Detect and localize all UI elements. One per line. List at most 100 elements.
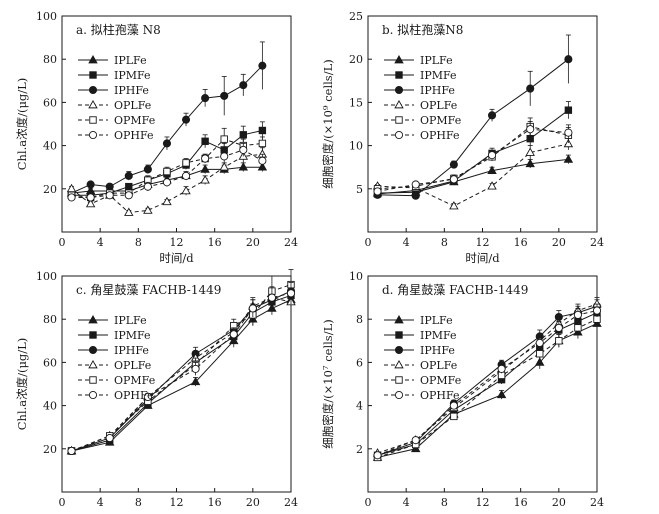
marker-c-OPHFe-6 (267, 293, 276, 302)
marker-c-IPLFe-3 (190, 376, 201, 386)
marker-a-OPMFe-8 (220, 135, 228, 143)
marker-c-OPHFe-2 (143, 392, 152, 402)
series-c-IPLFe (66, 292, 296, 455)
marker-b-IPMFe-5 (564, 106, 573, 114)
y-tick-label-c-2: 60 (43, 356, 57, 369)
marker-a-OPLFe-6 (181, 185, 191, 195)
line-c-IPHFe (71, 290, 292, 452)
marker-b-OPHFe-2 (449, 175, 458, 184)
marker-c-OPHFe-1 (105, 433, 114, 443)
series-b-IPLFe (372, 154, 574, 197)
marker-a-OPHFe-5 (162, 178, 172, 187)
marker-c-OPHFe-3 (191, 364, 200, 373)
y-tick-label-b-3: 20 (349, 53, 363, 66)
line-b-OPHFe (377, 128, 569, 192)
y-tick-label-a-3: 80 (43, 53, 57, 66)
y-tick-label-c-4: 100 (36, 270, 57, 283)
y-tick-label-a-1: 40 (43, 140, 57, 153)
marker-a-IPMFe-9 (239, 131, 247, 139)
y-tick-label-c-0: 20 (43, 443, 57, 456)
y-tick-label-b-2: 15 (349, 96, 363, 109)
marker-legend-d-OPLFe-0 (394, 359, 404, 369)
marker-legend-b-IPHFe-0 (394, 85, 404, 95)
marker-b-IPHFe-2 (449, 160, 458, 169)
legend-label-d-IPHFe: IPHFe (420, 344, 455, 357)
x-tick-label-d-5: 20 (552, 496, 566, 509)
marker-legend-d-IPLFe-0 (394, 314, 404, 324)
legend-label-d-IPLFe: IPLFe (420, 314, 453, 327)
marker-d-OPHFe-3 (497, 364, 506, 373)
marker-legend-b-OPHFe-0 (394, 130, 404, 140)
marker-b-IPHFe-5 (564, 55, 573, 64)
marker-a-IPMFe-7 (201, 137, 209, 145)
marker-a-IPHFe-3 (124, 171, 133, 180)
line-c-OPHFe (71, 292, 292, 452)
y-tick-label-d-3: 8 (356, 313, 363, 326)
marker-a-IPHFe-4 (143, 165, 152, 174)
marker-a-OPHFe-4 (143, 182, 152, 191)
legend-label-b-OPLFe: OPLFe (420, 99, 457, 112)
marker-a-OPHFe-9 (239, 145, 248, 154)
series-b-OPLFe (372, 137, 574, 210)
x-tick-label-b-3: 12 (476, 236, 490, 249)
x-tick-label-c-2: 8 (135, 496, 142, 509)
y-tick-label-d-1: 4 (356, 400, 363, 413)
marker-a-OPHFe-3 (124, 191, 133, 200)
x-tick-label-c-0: 0 (59, 496, 66, 509)
marker-b-OPLFe-5 (563, 138, 574, 148)
y-tick-label-c-3: 80 (43, 313, 57, 326)
y-axis-title-d: 细胞密度/(×10⁷ cells/L) (321, 319, 335, 448)
plot-frame-b (367, 15, 598, 233)
marker-a-OPHFe-1 (86, 193, 95, 202)
legend-label-c-IPMFe: IPMFe (114, 329, 151, 342)
y-tick-label-b-4: 25 (349, 10, 363, 23)
y-tick-label-c-1: 40 (43, 400, 57, 413)
x-tick-label-c-3: 12 (170, 496, 184, 509)
legend-label-d-OPMFe: OPMFe (420, 374, 461, 387)
x-tick-label-a-6: 24 (284, 236, 298, 249)
marker-d-OPHFe-0 (373, 451, 382, 460)
x-tick-label-d-6: 24 (590, 496, 604, 509)
legend-label-b-OPMFe: OPMFe (420, 114, 461, 127)
marker-b-IPLFe-3 (487, 165, 497, 174)
y-tick-label-d-0: 2 (356, 443, 363, 456)
marker-d-OPMFe-5 (555, 337, 563, 345)
x-tick-label-d-2: 8 (441, 496, 448, 509)
marker-a-IPMFe-10 (258, 126, 267, 135)
legend-label-a-OPLFe: OPLFe (114, 99, 151, 112)
series-b-OPHFe (373, 121, 573, 196)
legend-label-a-IPMFe: IPMFe (114, 69, 151, 82)
x-tick-label-d-0: 0 (365, 496, 372, 509)
marker-d-OPHFe-7 (592, 306, 602, 315)
x-tick-label-a-1: 4 (97, 236, 104, 249)
series-c-IPMFe (67, 286, 295, 455)
marker-legend-d-OPHFe-0 (394, 390, 404, 400)
x-tick-label-c-4: 16 (208, 496, 222, 509)
y-axis-title-b: 细胞密度/(×10⁹ cells/L) (321, 59, 335, 188)
x-tick-label-d-3: 12 (476, 496, 490, 509)
x-axis-title-a: 时间/d (159, 251, 194, 265)
marker-legend-c-IPLFe-0 (88, 314, 98, 324)
x-tick-label-c-1: 4 (97, 496, 104, 509)
marker-legend-c-OPMFe-0 (89, 376, 97, 384)
marker-a-IPHFe-7 (201, 94, 210, 103)
line-a-OPHFe (71, 149, 263, 198)
line-b-OPLFe (377, 143, 569, 207)
series-b-IPMFe (373, 101, 573, 198)
marker-d-OPHFe-5 (554, 323, 563, 332)
marker-a-OPMFe-5 (163, 167, 171, 176)
legend-label-d-OPLFe: OPLFe (420, 359, 457, 372)
marker-a-OPHFe-7 (201, 154, 210, 163)
marker-legend-d-IPMFe-0 (395, 331, 403, 339)
marker-a-OPLFe-7 (200, 175, 210, 184)
line-b-IPLFe (377, 158, 569, 194)
marker-a-IPHFe-6 (181, 115, 191, 124)
y-tick-label-d-2: 6 (356, 356, 363, 369)
marker-b-IPLFe-4 (525, 158, 535, 168)
panel-title-b: b. 拟柱孢藻N8 (382, 22, 463, 37)
panel-a: 0 4 8 12 16 20 24 20 40 60 80 100 时间/d Chl.a浓度/(μg/L)… (15, 10, 298, 265)
line-d-IPMFe (377, 312, 598, 456)
y-tick-label-d-4: 10 (349, 270, 363, 283)
marker-d-OPMFe-6 (574, 324, 582, 332)
y-tick-label-a-4: 100 (36, 10, 57, 23)
